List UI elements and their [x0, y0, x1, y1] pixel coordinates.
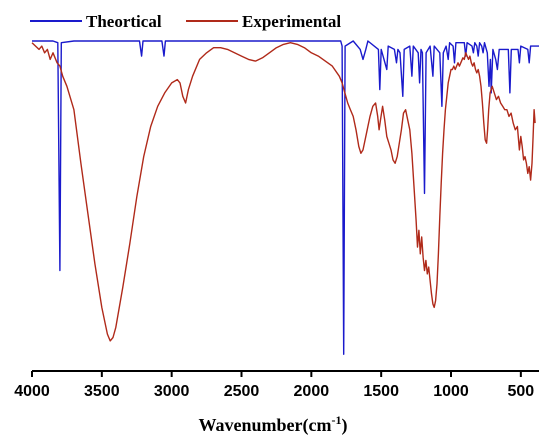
- x-tick-label-1000: 1000: [433, 383, 469, 400]
- x-axis-label-superscript: -1: [331, 413, 341, 427]
- x-tick-label-4000: 4000: [14, 383, 50, 400]
- legend-label-theortical: Theortical: [86, 12, 162, 31]
- plot-area: [31, 40, 539, 355]
- x-tick-label-500: 500: [507, 383, 534, 400]
- legend: Theortical Experimental: [30, 12, 341, 31]
- x-tick-label-2500: 2500: [224, 383, 260, 400]
- x-tick-label-1500: 1500: [363, 383, 399, 400]
- x-tick-label-2000: 2000: [294, 383, 330, 400]
- series-line-experimental: [31, 42, 536, 342]
- series-line-theortical: [32, 40, 539, 355]
- x-tick-label-3000: 3000: [154, 383, 190, 400]
- legend-label-experimental: Experimental: [242, 12, 341, 31]
- x-axis-label-close: ): [341, 415, 347, 436]
- x-axis-ticks: 4000 3500 3000 2500 2000 1500 1000 500: [14, 371, 534, 400]
- x-tick-label-3500: 3500: [84, 383, 120, 400]
- x-axis-label: Wavenumber(cm-1): [199, 413, 348, 436]
- x-axis-label-main: Wavenumber(cm: [199, 415, 332, 436]
